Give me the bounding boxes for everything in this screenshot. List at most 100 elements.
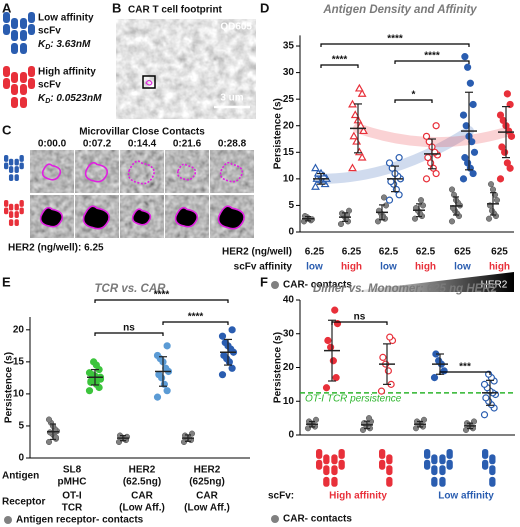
antibody-domain [489,476,496,487]
neg-point [417,197,425,204]
data-point [327,343,335,351]
data-point [228,364,236,372]
data-point [350,110,360,119]
antibody-domain [3,12,10,23]
neg-point [188,430,196,437]
data-point [424,154,432,162]
category-label: low [380,262,397,273]
significance-label: *** [459,362,471,373]
contact-outline [41,163,62,181]
antibody-domain [316,459,323,470]
antibody-domain [331,476,338,487]
chart-title: TCR vs. CAR [95,283,167,295]
antibody-domain [20,18,27,29]
antibody-domain [338,459,345,470]
data-point [228,326,236,334]
antibody-domain [431,465,438,476]
significance-bracket [331,321,388,325]
data-point [480,380,489,388]
data-point [459,111,468,119]
receptor-label: CAR [131,491,153,502]
significance-bracket [94,332,164,336]
data-point [430,374,439,382]
panel-caption: HER2 (ng/well): 6.25 [8,243,104,254]
antibody-domain [11,84,18,95]
receptor-label: (Low Aff.) [119,503,165,514]
data-point [311,163,320,172]
data-point [85,369,94,377]
y-tick-label: 25 [283,94,295,105]
contact-outline [84,161,109,183]
antibody-domain [386,465,393,476]
microscopy-image [116,19,256,119]
panel-title: CAR T cell footprint [128,5,223,16]
antibody-domain [8,219,14,227]
data-point [162,364,170,372]
data-point [503,90,511,98]
antibody-domain [14,219,19,227]
antibody-domain [3,66,10,77]
panel-letter: D [260,0,269,15]
significance-label: **** [154,290,170,301]
neg-point [180,438,188,446]
antibody-domain [323,454,330,465]
data-point [311,182,320,190]
antibody-domain [20,97,27,108]
data-point [322,384,331,392]
antibody-domain [14,203,19,211]
y-tick-label: 20 [13,324,25,335]
legend-label: Antigen receptor- contacts [16,515,144,526]
antibody-domain [379,449,386,459]
neg-point [488,207,496,214]
data-point [379,353,387,361]
data-point [461,53,469,61]
antibody-domain [11,97,18,108]
neg-point [412,425,420,432]
antibody-domain [14,211,19,218]
antibody-domain [386,454,393,465]
data-point [503,159,511,167]
category-label: 6.25 [342,247,362,258]
data-point [155,371,163,379]
antibody-domain [4,162,9,170]
data-point [359,126,368,135]
data-point [357,152,367,161]
y-tick-label: 20 [283,362,295,373]
y-tick-label: 35 [283,41,295,52]
neg-point [380,194,388,201]
data-point [354,147,364,156]
antibody-domain [482,449,489,459]
data-point [153,351,162,360]
data-point [480,411,489,419]
data-point [163,342,171,350]
y-tick-label: 40 [283,295,295,306]
significance-bracket [394,60,470,64]
timestamp: 0:28.8 [218,139,247,150]
roi-box [142,75,156,89]
y-tick-label: 20 [283,120,295,131]
neg-point [411,215,419,222]
antibody-domain [14,166,19,173]
data-point [87,378,95,386]
kd-symbol: K [38,39,46,50]
data-point [385,159,394,167]
kd-label: KD: 3.63nM [38,39,91,51]
neg-point [450,191,458,198]
antibody-icon [3,66,35,108]
receptor-label: CAR [196,491,218,502]
antigen-label: (625ng) [189,477,225,488]
data-point [506,100,514,109]
antibody-domain [323,465,330,476]
antibody-domain [424,449,431,459]
category-label: high [415,262,436,273]
antibody-domain [316,449,323,459]
antibody-icon [4,155,24,182]
antibody-domain [446,459,453,470]
antibody-domain [8,158,14,166]
data-point [331,306,339,314]
antibody-domain [4,155,9,162]
kd-label: KD: 0.0523nM [38,93,102,105]
antibody-domain [4,207,9,215]
significance-label: **** [387,34,403,45]
